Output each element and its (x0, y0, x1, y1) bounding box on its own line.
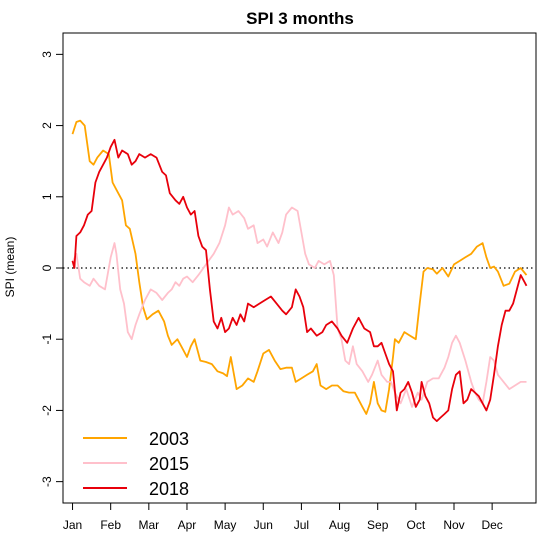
y-axis-label: SPI (mean) (3, 237, 17, 298)
x-tick-label: Apr (178, 518, 197, 532)
x-tick-label: Jul (294, 518, 309, 532)
legend-label-2003: 2003 (149, 429, 189, 449)
plot-frame (62, 32, 537, 504)
series-line-2003 (71, 119, 528, 415)
x-tick-label: Mar (138, 518, 159, 532)
y-tick-label: -1 (40, 334, 54, 345)
y-tick-label: 1 (40, 193, 54, 200)
series-line-2018 (71, 138, 528, 423)
legend: 2003 2015 2018 (83, 429, 189, 499)
legend-label-2018: 2018 (149, 479, 189, 499)
y-tick-label: -2 (40, 405, 54, 416)
y-tick-label: 3 (40, 51, 54, 58)
x-tick-label: Oct (407, 518, 426, 532)
x-tick-label: May (214, 518, 237, 532)
x-tick-label: Dec (481, 518, 502, 532)
x-tick-label: Sep (367, 518, 389, 532)
legend-label-2015: 2015 (149, 454, 189, 474)
x-tick-label: Feb (100, 518, 121, 532)
x-tick-label: Aug (329, 518, 350, 532)
series-lines (71, 119, 528, 423)
series-line-2015 (71, 206, 527, 408)
chart-title: SPI 3 months (246, 9, 354, 28)
y-tick-label: -3 (40, 476, 54, 487)
y-tick-label: 0 (40, 264, 54, 271)
axes: 3 2 1 0 -1 -2 -3 Jan Feb Mar Apr May Jun Jul Aug Sep Oct… (40, 32, 537, 532)
x-tick-label: Jun (254, 518, 273, 532)
x-tick-label: Jan (63, 518, 82, 532)
x-tick-label: Nov (443, 518, 464, 532)
y-tick-label: 2 (40, 122, 54, 129)
